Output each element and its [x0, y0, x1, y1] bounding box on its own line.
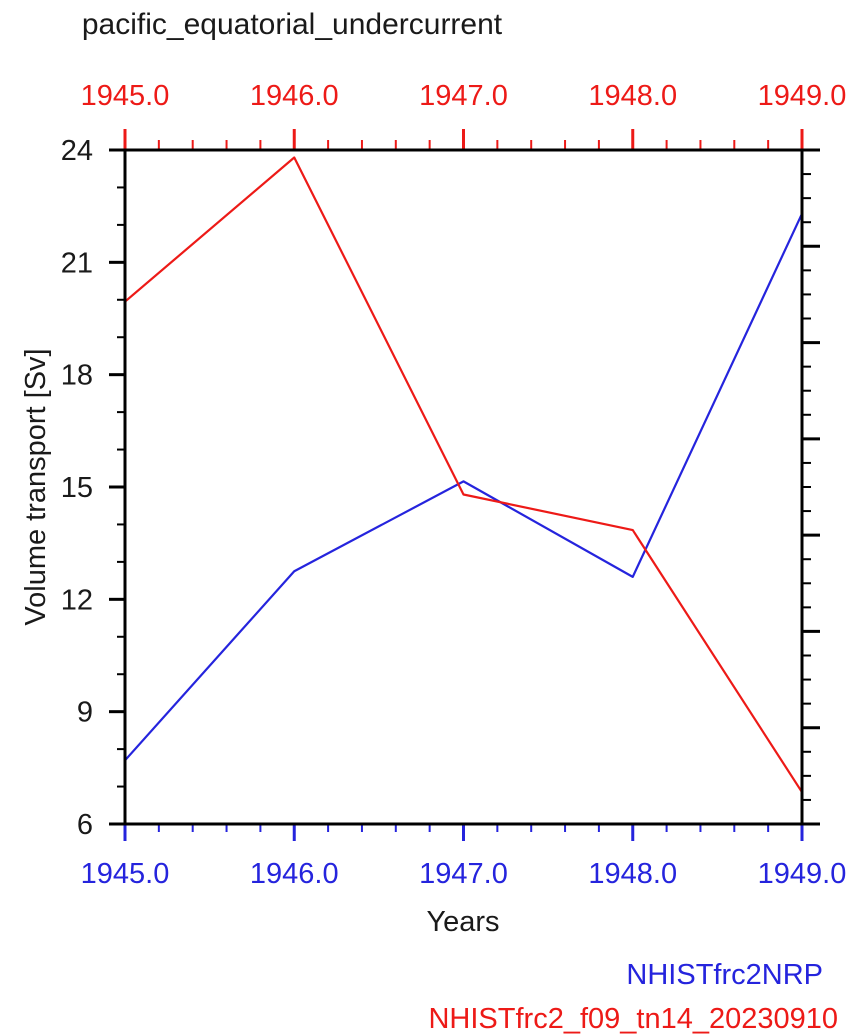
y-axis-tick-label: 21: [61, 247, 93, 279]
x-axis-tick-label: 1946.0: [250, 858, 339, 890]
series-line-red: [124, 156, 803, 793]
y-axis-tick-label: 18: [61, 360, 93, 392]
y-axis-tick-label: 15: [61, 472, 93, 504]
series-lines-layer: [124, 156, 803, 793]
top-axis-tick-label: 1946.0: [250, 80, 339, 112]
plot-frame: [123, 148, 804, 826]
axis-ticks-layer: 1945.0 1946.0 1947.0 1948.0 1949.0 1945.0 1946…: [61, 80, 847, 890]
legend-entry-red: NHISTfrc2_f09_tn14_20230910: [428, 1003, 838, 1035]
y-axis-tick-label: 9: [77, 697, 93, 729]
x-axis-tick-label: 1948.0: [588, 858, 677, 890]
x-axis-tick-label: 1947.0: [419, 858, 508, 890]
chart-title: pacific_equatorial_undercurrent: [82, 8, 503, 41]
top-axis-tick-label: 1948.0: [588, 80, 677, 112]
x-axis-title: Years: [426, 906, 499, 938]
series-line-blue: [124, 213, 803, 762]
legend-entry-blue: NHISTfrc2NRP: [626, 959, 823, 991]
top-axis-tick-label: 1945.0: [81, 80, 170, 112]
y-axis-tick-label: 12: [61, 584, 93, 616]
x-axis-tick-label: 1949.0: [758, 858, 847, 890]
top-axis-tick-label: 1949.0: [758, 80, 847, 112]
x-axis-tick-label: 1945.0: [81, 858, 170, 890]
y-axis-title: Volume transport [Sv]: [20, 348, 52, 625]
top-axis-tick-label: 1947.0: [419, 80, 508, 112]
y-axis-tick-label: 24: [61, 135, 93, 167]
y-axis-tick-label: 6: [77, 809, 93, 841]
